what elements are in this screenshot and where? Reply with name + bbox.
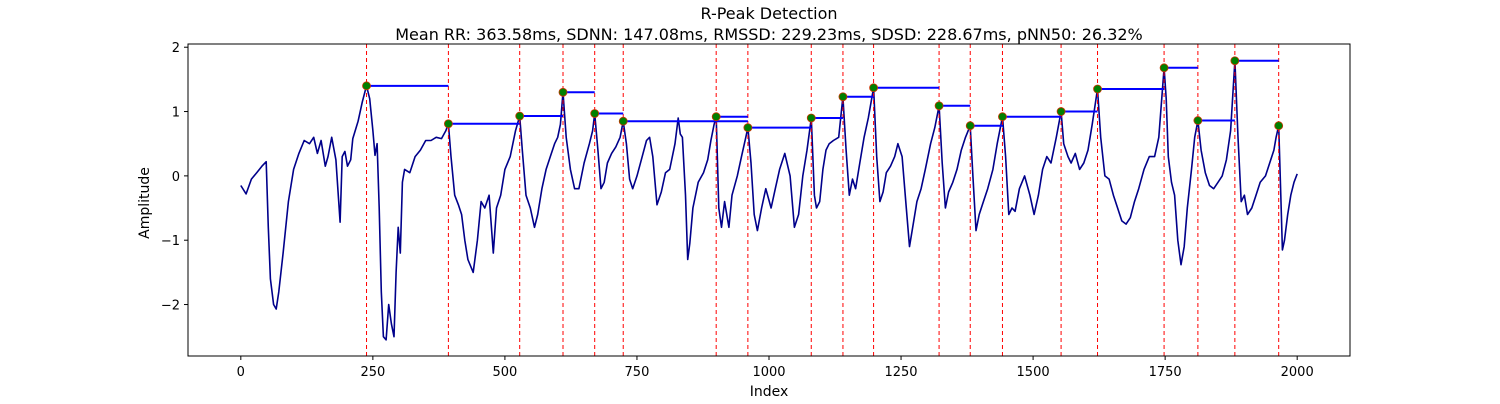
x-tick-label: 1250	[884, 365, 917, 380]
x-tick-label: 1500	[1017, 365, 1050, 380]
x-tick-label: 1750	[1149, 365, 1182, 380]
x-tick-label: 750	[625, 365, 650, 380]
plot-area	[240, 44, 1298, 356]
x-tick-label: 2000	[1281, 365, 1314, 380]
peak-marker	[869, 83, 878, 93]
peak-marker	[965, 121, 975, 131]
peak-marker	[711, 112, 721, 122]
peak-marker	[1230, 56, 1240, 66]
peak-marker	[1159, 63, 1169, 73]
peak-marker	[362, 81, 371, 91]
chart-subtitle: Mean RR: 363.58ms, SDNN: 147.08ms, RMSSD…	[395, 25, 1143, 44]
chart-title: R-Peak Detection	[700, 4, 837, 23]
signal-line	[240, 59, 1298, 341]
peak-marker	[806, 113, 816, 123]
y-tick-label: 2	[172, 41, 180, 56]
y-tick-label: −1	[161, 234, 180, 249]
y-tick-label: −2	[161, 299, 180, 314]
x-tick-label: 250	[360, 365, 385, 380]
peak-marker	[515, 111, 525, 121]
peak-marker	[618, 116, 628, 126]
peak-marker	[590, 109, 600, 118]
y-tick-label: 1	[172, 106, 180, 121]
peak-marker	[1193, 116, 1203, 125]
y-axis-label: Amplitude	[137, 167, 153, 239]
x-tick-label: 0	[237, 365, 245, 380]
peak-marker	[1274, 121, 1284, 131]
peak-marker	[1056, 107, 1066, 116]
peak-marker	[443, 119, 453, 129]
peak-marker	[558, 87, 568, 97]
y-tick-label: 0	[172, 170, 180, 185]
peak-marker	[934, 101, 944, 111]
peak-marker	[998, 112, 1007, 122]
peak-marker	[743, 123, 753, 133]
peak-marker	[838, 92, 848, 102]
x-tick-label: 1000	[752, 365, 785, 380]
x-tick-label: 500	[492, 365, 517, 380]
x-axis-label: Index	[750, 384, 789, 400]
peak-marker	[1093, 84, 1102, 94]
axes: 0 250 500 750 1000 1250 1500 1750 2000 −2 −1 0 1 2	[161, 41, 1314, 380]
